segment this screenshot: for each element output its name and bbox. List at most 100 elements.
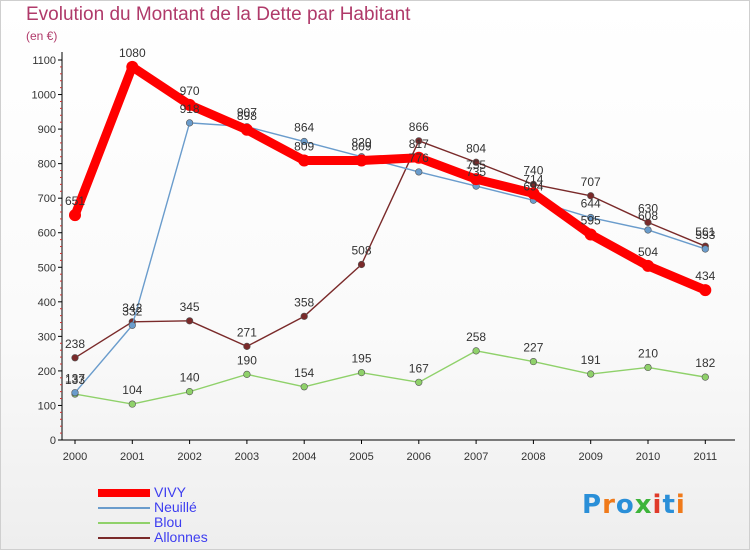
data-label: 918 (180, 102, 200, 116)
y-tick-label: 200 (38, 366, 56, 378)
x-tick-label: 2009 (578, 451, 602, 463)
y-tick-label: 700 (38, 193, 56, 205)
y-tick-label: 1000 (32, 90, 56, 102)
data-label: 508 (351, 244, 371, 258)
data-point (186, 388, 194, 396)
data-point (587, 370, 595, 378)
data-label: 866 (409, 120, 429, 134)
data-label: 644 (581, 197, 601, 211)
data-point (699, 284, 712, 297)
data-label: 137 (65, 372, 85, 386)
data-label: 1080 (119, 46, 146, 60)
data-label: 258 (466, 330, 486, 344)
data-label: 332 (122, 304, 142, 318)
x-tick-label: 2010 (636, 451, 660, 463)
x-tick-label: 2002 (177, 451, 201, 463)
brand-letter: x (634, 490, 653, 520)
data-point (300, 137, 308, 146)
data-label: 140 (180, 371, 200, 385)
series-line-allonnes (74, 140, 706, 359)
data-label: 342 (122, 301, 142, 315)
brand-logo: Proxiti (582, 490, 686, 520)
legend-label: Blou (154, 514, 183, 530)
data-point (357, 369, 366, 377)
data-label: 190 (237, 353, 257, 367)
x-tick-label: 2006 (407, 451, 431, 463)
brand-letter: o (615, 490, 635, 520)
data-point (300, 383, 308, 391)
legend-label: Neuillé (154, 499, 197, 515)
data-point (355, 154, 368, 167)
legend-label: VIVY (154, 484, 186, 500)
x-tick-label: 2000 (63, 451, 87, 463)
data-point (71, 389, 79, 397)
data-label: 735 (466, 165, 486, 179)
data-point (243, 342, 251, 350)
data-label: 561 (695, 225, 715, 239)
data-label: 804 (466, 141, 486, 155)
data-point (412, 151, 425, 164)
data-point (415, 137, 423, 145)
data-point (183, 98, 196, 111)
data-point (415, 168, 423, 176)
y-tick-label: 800 (38, 159, 56, 171)
data-label: 608 (638, 209, 658, 223)
y-tick-label: 600 (38, 228, 56, 240)
legend-swatch (98, 522, 150, 524)
data-label: 553 (695, 228, 715, 242)
data-label: 809 (294, 140, 314, 154)
data-point (529, 357, 538, 366)
data-point (357, 260, 366, 269)
brand-letter: i (675, 490, 686, 520)
data-label: 707 (581, 175, 601, 189)
data-point (298, 154, 311, 167)
chart-subtitle: (en €) (26, 29, 58, 43)
y-tick-label: 1100 (32, 55, 56, 67)
data-point (470, 173, 483, 186)
data-label: 970 (180, 84, 200, 98)
data-label: 227 (523, 341, 543, 355)
data-label: 907 (237, 106, 257, 120)
legend-swatch (98, 537, 150, 539)
data-point (300, 312, 308, 320)
data-label: 694 (523, 179, 543, 193)
y-tick-label: 900 (38, 124, 56, 136)
legend-label: Allonnes (154, 529, 208, 545)
x-tick-label: 2007 (464, 451, 488, 463)
series-line-vivy (70, 62, 710, 295)
data-point (243, 370, 251, 378)
series-line-neuillé (74, 122, 706, 394)
x-tick-label: 2008 (521, 451, 545, 463)
data-label: 864 (294, 121, 314, 135)
data-label: 238 (65, 337, 85, 351)
data-point (644, 363, 652, 372)
data-point (701, 373, 709, 381)
x-tick-label: 2011 (693, 451, 717, 463)
data-point (642, 259, 654, 272)
x-tick-label: 2005 (349, 451, 373, 463)
brand-letter: r (602, 490, 616, 520)
legend-swatch (98, 489, 150, 497)
x-tick-label: 2003 (235, 451, 259, 463)
data-point (126, 60, 139, 73)
data-label: 195 (351, 352, 371, 366)
data-label: 809 (351, 140, 371, 154)
x-tick-label: 2001 (120, 451, 144, 463)
data-point (644, 218, 652, 226)
data-point (69, 209, 81, 222)
data-label: 191 (581, 353, 601, 367)
data-label: 182 (695, 356, 715, 370)
brand-letter: i (652, 490, 663, 520)
data-point (527, 187, 540, 200)
data-point (128, 400, 136, 408)
data-point (71, 354, 79, 362)
data-point (701, 245, 709, 253)
data-label: 345 (180, 300, 200, 314)
brand-letter: P (582, 490, 603, 520)
data-point (186, 119, 194, 127)
data-point (644, 226, 652, 234)
data-point (587, 192, 595, 200)
x-tick-label: 2004 (292, 451, 316, 463)
data-label: 740 (523, 163, 543, 177)
data-label: 504 (638, 245, 658, 259)
